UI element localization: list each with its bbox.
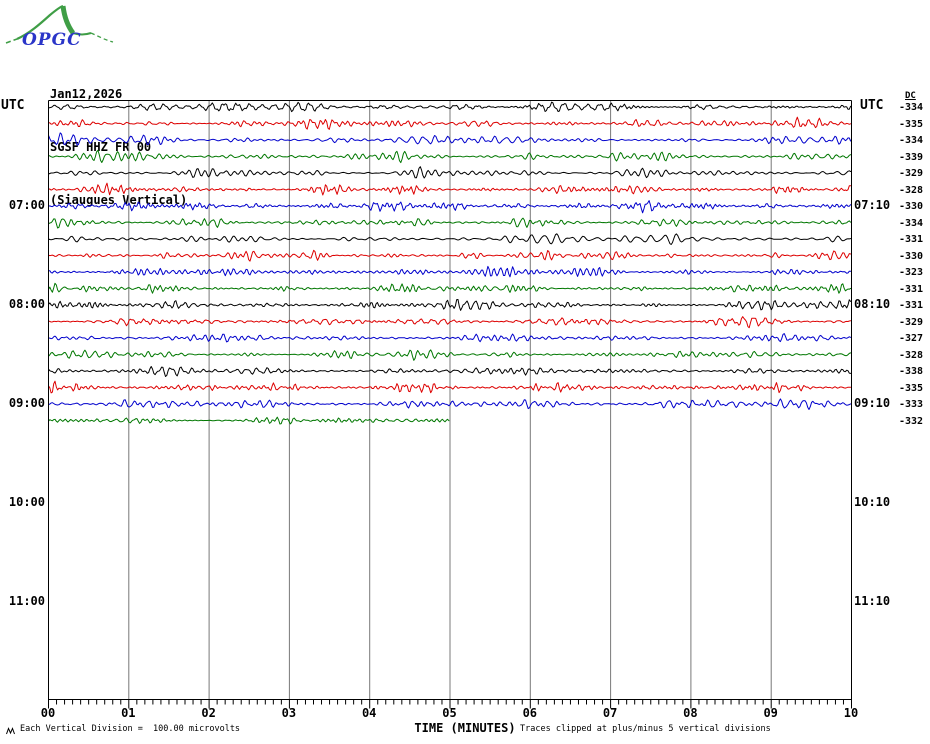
logo-mountain-slope (16, 4, 64, 40)
dc-value: -335 (899, 118, 924, 130)
right-hour-label: 08:10 (854, 297, 891, 311)
x-tick-label: 10 (843, 706, 859, 720)
dc-value: -333 (899, 399, 924, 410)
dc-value: -334 (899, 135, 924, 146)
dc-value: -328 (899, 184, 924, 196)
trace-row-10 (48, 249, 852, 262)
x-tick-label: 08 (683, 706, 698, 720)
right-hour-label: 10:10 (854, 495, 891, 509)
x-tick-label: 02 (201, 706, 216, 720)
dc-column-header: DC (905, 91, 916, 101)
dc-value: -329 (899, 316, 924, 328)
left-hour-label: 08:00 (8, 297, 45, 311)
dc-value: -331 (899, 283, 924, 295)
trace-row-19 (48, 398, 852, 410)
logo-mountain-dash-left (5, 38, 18, 44)
trace-row-1 (48, 101, 852, 113)
dc-value: -331 (899, 234, 924, 245)
dc-value: -328 (899, 349, 924, 361)
right-hour-label: 11:10 (854, 594, 891, 608)
dc-value: -329 (899, 168, 924, 179)
x-axis-title: TIME (MINUTES) (414, 721, 516, 735)
utc-label-left: UTC (1, 98, 25, 113)
trace-row-4 (48, 149, 852, 164)
trace-row-5 (48, 166, 852, 179)
x-tick-label: 04 (361, 706, 377, 720)
trace-row-20 (48, 416, 450, 425)
x-tick-label: 05 (442, 706, 457, 720)
x-tick-label: 09 (763, 706, 778, 720)
utc-label-right: UTC (860, 98, 884, 113)
left-hour-label: 10:00 (8, 495, 45, 509)
left-hour-label: 09:00 (8, 396, 45, 410)
trace-row-6 (48, 182, 852, 196)
trace-row-11 (48, 265, 852, 278)
opgc-logo: OPGC (5, 4, 114, 50)
dc-value: -339 (899, 151, 924, 163)
dc-value: -330 (899, 201, 924, 212)
footer-scale-note: Each Vertical Division = 100.00 microvol… (20, 724, 241, 734)
dc-value: -332 (899, 415, 924, 427)
trace-row-9 (48, 233, 852, 245)
logo-mountain-foot (72, 32, 92, 36)
dc-value: -327 (899, 333, 924, 344)
dc-value: -334 (899, 102, 924, 113)
trace-row-15 (48, 333, 852, 343)
x-tick-label: 07 (602, 706, 618, 720)
trace-row-18 (48, 380, 852, 394)
dc-value: -330 (899, 250, 924, 262)
trace-row-2 (48, 116, 852, 130)
x-tick-label: 01 (121, 706, 136, 720)
dc-value: -334 (899, 217, 924, 229)
dc-value: -338 (899, 366, 924, 377)
trace-row-8 (48, 217, 852, 229)
trace-row-17 (48, 366, 852, 377)
header-block: Jan12,2026 SGSF HHZ FR 00 (Siaugues Vert… (50, 49, 187, 246)
trace-row-16 (48, 349, 852, 361)
dc-value: -335 (899, 382, 924, 394)
x-tick-label: 06 (522, 706, 538, 720)
microvolt-glyph (6, 727, 15, 735)
trace-row-14 (48, 316, 852, 329)
trace-row-7 (48, 200, 852, 214)
trace-row-3 (48, 132, 852, 146)
trace-row-13 (48, 299, 852, 311)
header-date: Jan12,2026 (50, 87, 123, 101)
left-hour-label: 07:00 (8, 198, 45, 212)
footer-clip-note: Traces clipped at plus/minus 5 vertical … (520, 724, 771, 734)
x-tick-label: 03 (281, 706, 297, 720)
logo-mountain-dash-right (90, 32, 114, 43)
right-hour-label: 09:10 (854, 396, 891, 410)
trace-row-12 (48, 282, 852, 294)
x-tick-label: 00 (40, 706, 56, 720)
right-hour-label: 07:10 (854, 198, 891, 212)
dc-value: -331 (899, 300, 924, 311)
helicorder-plot (48, 100, 852, 709)
logo-text: OPGC (22, 30, 82, 50)
left-hour-label: 11:00 (8, 594, 45, 608)
dc-value: -323 (899, 267, 924, 278)
header-location: (Siaugues Vertical) (50, 193, 188, 207)
logo-mountain-peak (60, 5, 76, 35)
